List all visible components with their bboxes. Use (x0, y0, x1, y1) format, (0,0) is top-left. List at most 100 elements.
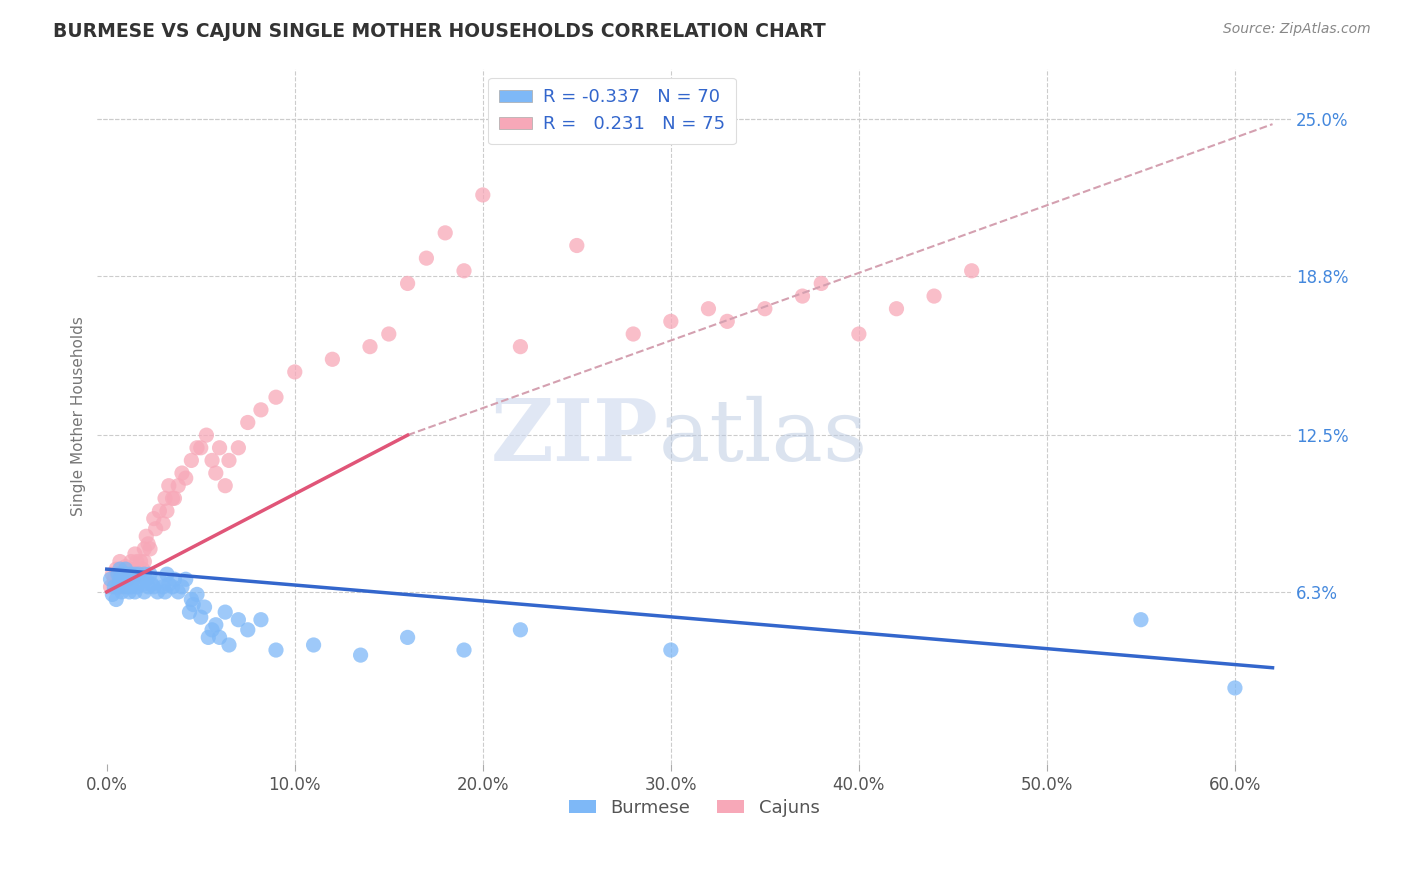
Point (697, 301, 720, 316)
Point (208, 441, 231, 455)
Point (471, 188, 494, 202)
Point (134, 541, 156, 556)
Point (195, 428, 218, 442)
Point (134, 555, 156, 569)
Point (163, 572, 186, 586)
Point (108, 562, 131, 576)
Point (214, 605, 236, 619)
Point (659, 314, 682, 328)
Point (509, 340, 531, 354)
Point (142, 511, 165, 525)
Point (114, 559, 136, 574)
Point (284, 365, 307, 379)
Point (378, 326, 401, 341)
Point (148, 572, 170, 586)
Point (174, 572, 197, 586)
Text: BURMESE VS CAJUN SINGLE MOTHER HOUSEHOLDS CORRELATION CHART: BURMESE VS CAJUN SINGLE MOTHER HOUSEHOLD… (53, 22, 827, 41)
Point (186, 587, 208, 601)
Point (621, 326, 644, 341)
Point (128, 567, 150, 582)
Point (129, 572, 152, 586)
Point (153, 491, 176, 506)
Point (236, 416, 259, 430)
Point (101, 567, 124, 582)
Point (453, 643, 475, 657)
Point (148, 504, 170, 518)
Point (848, 326, 870, 341)
Point (117, 567, 139, 582)
Point (131, 562, 153, 576)
Point (146, 585, 169, 599)
Point (134, 585, 156, 599)
Text: Source: ZipAtlas.com: Source: ZipAtlas.com (1223, 22, 1371, 37)
Point (396, 277, 419, 291)
Point (107, 580, 129, 594)
Point (117, 572, 139, 586)
Point (302, 638, 325, 652)
Point (117, 580, 139, 594)
Point (218, 453, 240, 467)
Point (201, 453, 224, 467)
Point (179, 605, 201, 619)
Point (434, 226, 457, 240)
Point (135, 572, 157, 586)
Point (167, 479, 190, 493)
Point (134, 567, 156, 582)
Point (120, 567, 142, 582)
Point (142, 580, 165, 594)
Point (156, 567, 179, 582)
Point (250, 402, 273, 417)
Point (124, 567, 146, 582)
Point (228, 613, 250, 627)
Point (112, 572, 135, 586)
Point (139, 541, 162, 556)
Point (120, 580, 142, 594)
Point (111, 570, 134, 584)
Point (1129, 613, 1152, 627)
Point (120, 567, 142, 582)
Point (125, 580, 148, 594)
Point (107, 567, 129, 582)
Point (174, 471, 197, 485)
Point (136, 537, 159, 551)
Point (359, 340, 381, 354)
Point (204, 466, 226, 480)
Point (118, 572, 141, 586)
Point (108, 555, 131, 569)
Point (145, 522, 167, 536)
Y-axis label: Single Mother Households: Single Mother Households (72, 317, 86, 516)
Point (103, 580, 125, 594)
Point (128, 567, 150, 582)
Point (716, 314, 738, 328)
Point (181, 598, 204, 612)
Point (124, 547, 146, 561)
Point (112, 567, 135, 582)
Point (218, 638, 240, 652)
Point (118, 585, 141, 599)
Point (122, 572, 145, 586)
Point (125, 555, 148, 569)
Point (111, 585, 134, 599)
Point (129, 555, 152, 569)
Point (1223, 681, 1246, 695)
Point (141, 577, 163, 591)
Point (108, 567, 131, 582)
Point (131, 577, 153, 591)
Point (792, 289, 814, 303)
Point (156, 504, 179, 518)
Point (186, 441, 208, 455)
Point (100, 580, 122, 594)
Point (124, 585, 146, 599)
Point (135, 529, 157, 543)
Point (960, 264, 983, 278)
Point (114, 572, 136, 586)
Point (153, 585, 176, 599)
Point (180, 592, 202, 607)
Point (112, 580, 135, 594)
Point (157, 577, 180, 591)
Point (124, 562, 146, 576)
Point (108, 572, 131, 586)
Legend: Burmese, Cajuns: Burmese, Cajuns (561, 792, 827, 824)
Point (105, 562, 128, 576)
Point (565, 238, 588, 252)
